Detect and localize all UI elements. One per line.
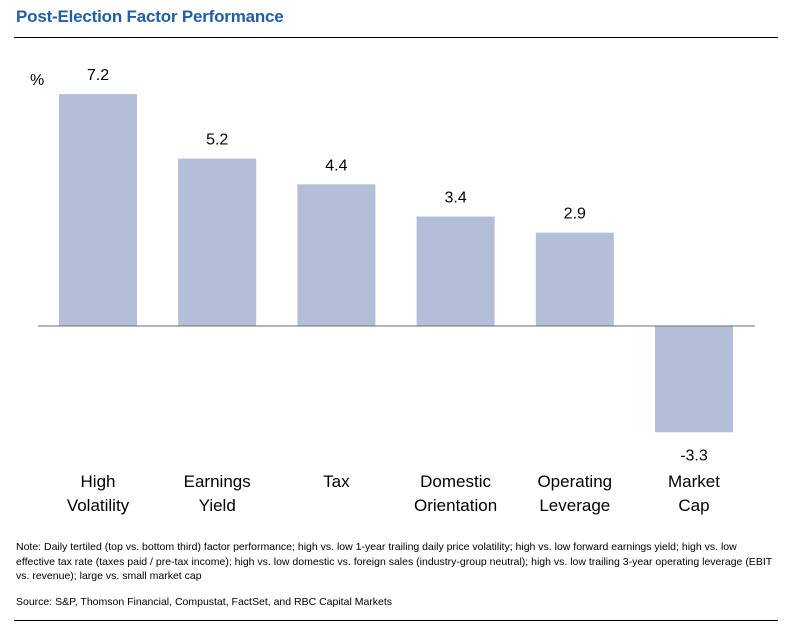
- value-label-3: 3.4: [444, 190, 466, 207]
- bar-0: [59, 94, 137, 326]
- value-label-4: 2.9: [564, 206, 586, 223]
- title-divider: [14, 37, 778, 38]
- value-label-0: 7.2: [87, 67, 109, 84]
- value-label-1: 5.2: [206, 132, 228, 149]
- bar-1: [178, 158, 257, 326]
- bar-3: [416, 216, 495, 326]
- chart-title: Post-Election Factor Performance: [16, 7, 284, 26]
- category-label-3-1: Orientation: [414, 496, 497, 515]
- category-label-3-0: Domestic: [420, 472, 491, 491]
- y-axis-unit-label: %: [30, 72, 44, 89]
- chart-source: Source: S&P, Thomson Financial, Compusta…: [16, 596, 393, 608]
- value-label-5: -3.3: [680, 447, 708, 464]
- category-label-5-0: Market: [668, 472, 720, 491]
- bar-5: [655, 326, 733, 433]
- category-label-1-1: Yield: [199, 496, 236, 515]
- category-label-2-0: Tax: [323, 472, 350, 491]
- category-label-0-0: High: [81, 472, 116, 491]
- value-label-2: 4.4: [325, 157, 347, 174]
- category-label-4-0: Operating: [537, 472, 612, 491]
- footer-divider: [14, 620, 778, 621]
- category-label-0-1: Volatility: [67, 496, 130, 515]
- bar-chart: % 7.2 5.2 4.4 3.4 2.9 -3.3 High Volatility Earn…: [30, 67, 755, 515]
- bar-2: [297, 184, 376, 326]
- category-label-4-1: Leverage: [539, 496, 610, 515]
- category-label-5-1: Cap: [678, 496, 709, 515]
- bar-4: [535, 232, 614, 326]
- category-label-1-0: Earnings: [184, 472, 251, 491]
- chart-note: Note: Daily tertiled (top vs. bottom thi…: [16, 541, 772, 582]
